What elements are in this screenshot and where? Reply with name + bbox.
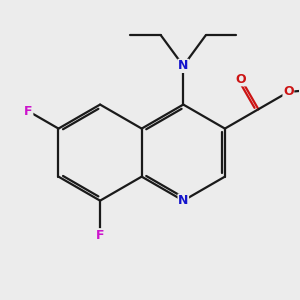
Text: O: O [283, 85, 294, 98]
Text: N: N [178, 59, 188, 72]
Text: N: N [178, 194, 188, 207]
Text: F: F [24, 105, 33, 118]
Text: O: O [236, 73, 246, 86]
Text: F: F [96, 229, 104, 242]
